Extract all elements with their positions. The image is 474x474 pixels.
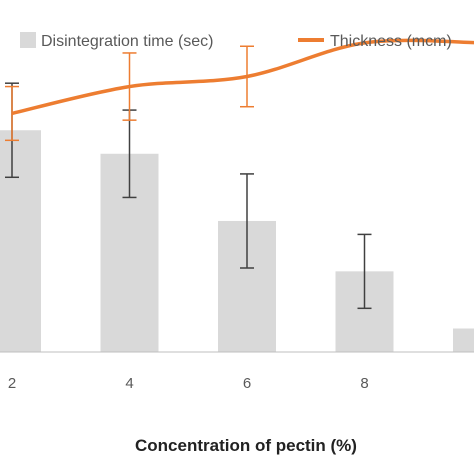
x-tick-label-6: 6: [243, 375, 251, 392]
bar-error-bars-layer: [5, 82, 372, 310]
x-axis-title: Concentration of pectin (%): [135, 436, 357, 455]
x-tick-label-4: 4: [125, 375, 133, 392]
line-thickness: [11, 38, 474, 116]
x-tick-label-2: 2: [8, 375, 16, 392]
bar-error-8: [357, 233, 372, 310]
legend-label-line: Thickness (mcm): [330, 33, 452, 50]
bar-10: [453, 328, 474, 352]
line-error-bars-layer: [5, 45, 254, 142]
bars-layer: [0, 130, 474, 352]
line-series-layer: [11, 38, 474, 116]
legend-swatch-bar: [20, 32, 36, 48]
x-tick-label-8: 8: [360, 375, 368, 392]
legend-label-bar: Disintegration time (sec): [41, 33, 214, 50]
x-tick-labels: 246810: [8, 375, 474, 392]
legend: Disintegration time (sec) Thickness (mcm…: [20, 32, 452, 50]
line-error-4: [122, 52, 137, 121]
bar-2: [0, 130, 41, 352]
line-error-6: [240, 45, 254, 108]
line-error-2: [5, 85, 19, 142]
bar-error-6: [240, 173, 254, 269]
